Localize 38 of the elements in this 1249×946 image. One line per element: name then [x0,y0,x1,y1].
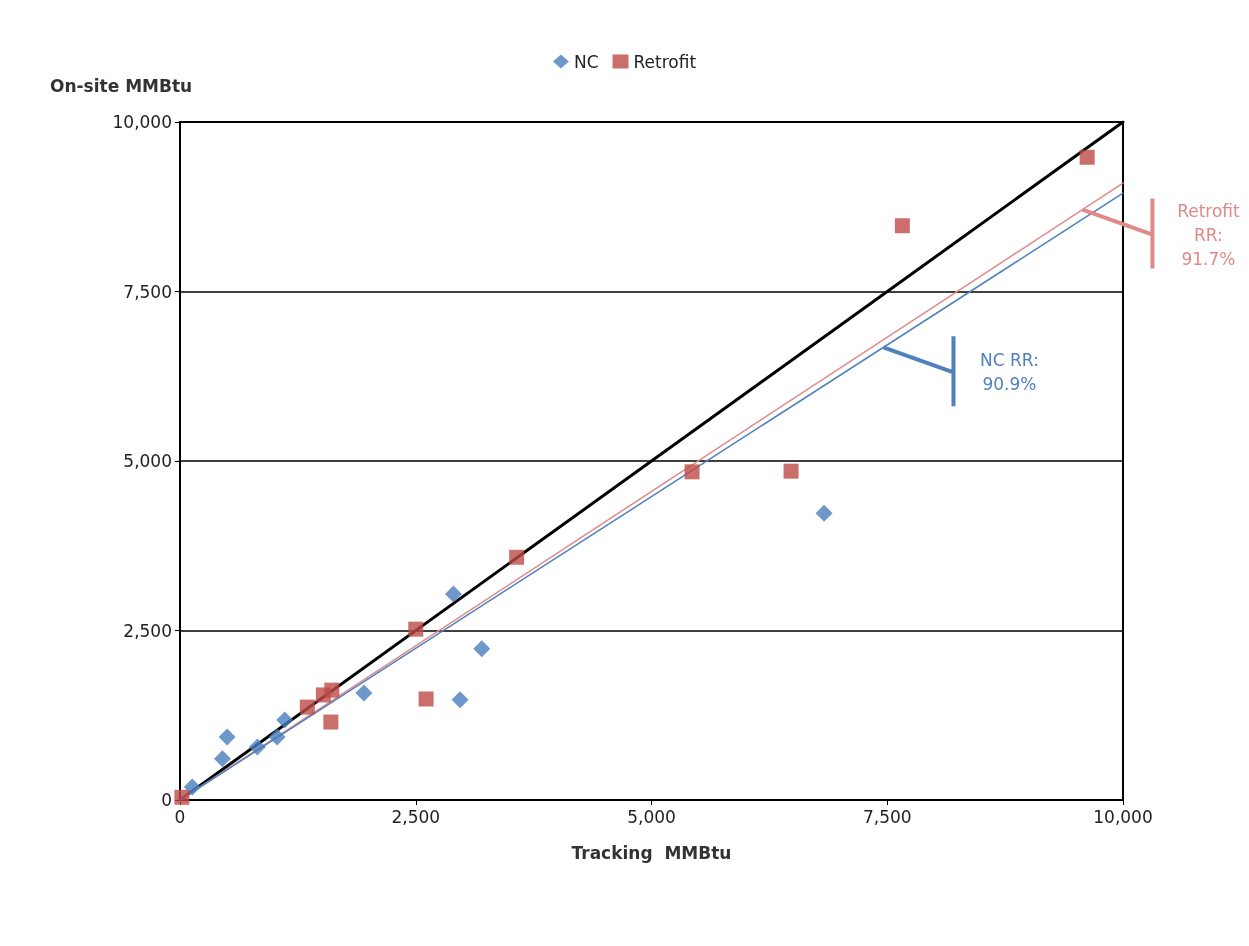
x-tick-label: 2,500 [391,806,441,827]
annotation: NC RR: 90.9% [979,349,1040,397]
point [473,640,491,658]
point [248,738,266,756]
x-tick-label: 0 [174,806,186,827]
point [815,504,833,522]
x-axis-title: Tracking MMBtu [571,842,732,863]
point [323,714,339,730]
y-axis-title: On-site MMBtu [50,75,193,96]
y-tick-label: 5,000 [123,451,172,471]
point [509,549,525,565]
point [684,464,700,480]
y-tick-label: 7,500 [123,281,172,302]
x-tick-label: 7,500 [862,806,912,827]
legend-label: NC [573,51,599,72]
point [213,750,231,768]
point [418,691,434,707]
point [276,711,294,729]
point [408,621,424,637]
point [451,691,469,709]
point [894,218,910,234]
point [299,699,315,715]
x-tick-label: 5,000 [627,806,676,827]
point [1079,149,1095,165]
y-tick-label: 2,500 [123,620,172,641]
point [783,463,799,479]
point [355,684,373,702]
point [183,778,201,796]
point [268,728,286,746]
point [218,728,236,746]
point [444,585,462,603]
y-tick-label: 0 [161,790,172,810]
y-tick-label: 10,000 [112,112,172,132]
x-tick-label: 10,000 [1093,806,1153,827]
point [174,789,190,805]
point [324,682,340,698]
legend-label: Retrofit [633,51,697,72]
text: Retrofit RR: 91.7% [1176,199,1241,271]
